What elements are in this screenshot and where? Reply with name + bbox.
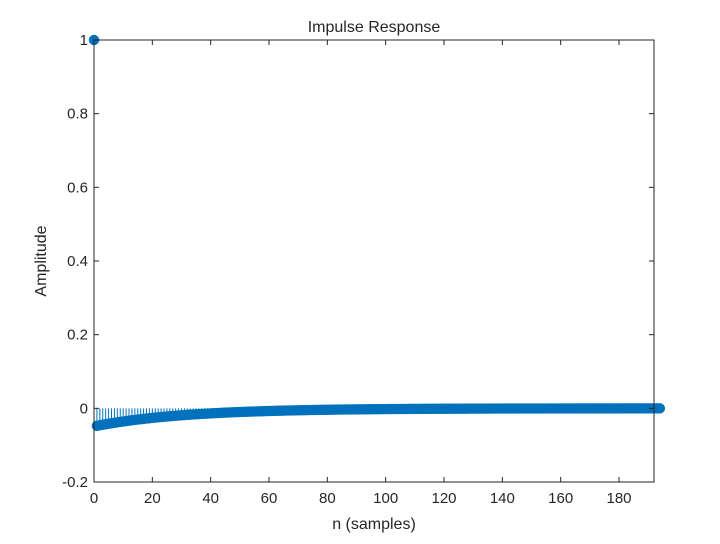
x-tick-label: 100 bbox=[373, 490, 398, 507]
x-axis-label: n (samples) bbox=[332, 516, 416, 533]
y-tick-label: -0.2 bbox=[62, 474, 88, 491]
x-tick-label: 60 bbox=[261, 490, 278, 507]
stem-markers bbox=[88, 34, 666, 432]
x-tick-label: 80 bbox=[319, 490, 336, 507]
chart-title: Impulse Response bbox=[308, 19, 441, 36]
y-tick-label: 0.8 bbox=[67, 106, 88, 123]
x-tick-label: 160 bbox=[548, 490, 573, 507]
y-axis-label: Amplitude bbox=[33, 225, 50, 296]
y-tick-label: 1 bbox=[80, 32, 88, 49]
y-axis-ticks: -0.2 0 0.2 0.4 0.6 0.8 1 bbox=[62, 32, 654, 491]
x-tick-label: 140 bbox=[490, 490, 515, 507]
x-tick-label: 20 bbox=[144, 490, 161, 507]
stem-marker bbox=[654, 403, 666, 414]
y-tick-label: 0.4 bbox=[67, 253, 88, 270]
x-tick-label: 180 bbox=[606, 490, 631, 507]
y-tick-label: 0.2 bbox=[67, 327, 88, 344]
x-tick-label: 0 bbox=[90, 490, 98, 507]
x-tick-label: 40 bbox=[202, 490, 219, 507]
x-tick-label: 120 bbox=[431, 490, 456, 507]
y-tick-label: 0 bbox=[80, 400, 88, 417]
y-tick-label: 0.6 bbox=[67, 179, 88, 196]
x-axis-ticks: 0 20 40 60 80 100 120 140 160 180 bbox=[90, 40, 632, 507]
